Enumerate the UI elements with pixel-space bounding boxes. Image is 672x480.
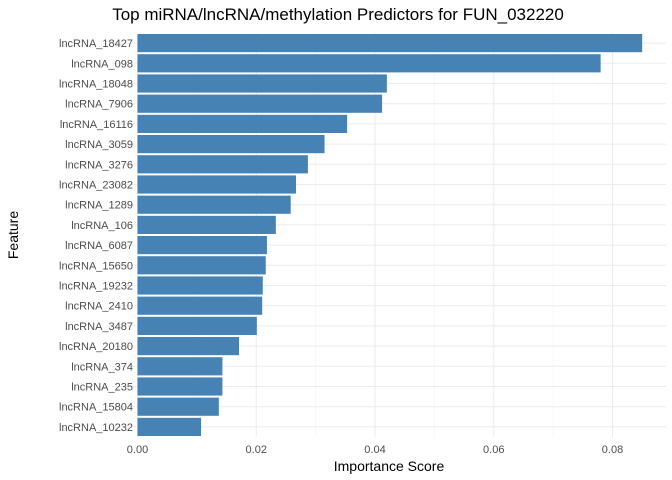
- y-tick-labels: lncRNA_18427 lncRNA_098 lncRNA_18048 lncRNA…: [59, 38, 133, 434]
- bar: [137, 74, 387, 93]
- bar: [137, 337, 240, 356]
- y-tick-label: lncRNA_2410: [65, 301, 133, 313]
- y-tick-label: lncRNA_6087: [65, 240, 133, 252]
- x-tick-label: 0.00: [127, 444, 148, 456]
- y-tick-label: lncRNA_098: [71, 58, 133, 70]
- bar: [137, 195, 291, 214]
- y-tick-label: lncRNA_106: [71, 220, 133, 232]
- y-tick-label: lncRNA_3059: [65, 139, 133, 151]
- x-tick-labels: 0.00 0.02 0.04 0.06 0.08: [127, 444, 623, 456]
- bar: [137, 377, 223, 396]
- bar: [137, 256, 266, 275]
- y-tick-label: lncRNA_15804: [59, 402, 133, 414]
- bar: [137, 296, 263, 315]
- bar: [137, 417, 202, 436]
- bar: [137, 155, 308, 174]
- y-tick-label: lncRNA_235: [71, 382, 133, 394]
- bar: [137, 397, 219, 416]
- y-tick-label: lncRNA_18048: [59, 79, 133, 91]
- y-tick-label: lncRNA_15650: [59, 260, 133, 272]
- y-tick-label: lncRNA_16116: [60, 119, 133, 131]
- y-tick-label: lncRNA_7906: [65, 99, 133, 111]
- bar: [137, 215, 276, 234]
- bar: [137, 34, 643, 53]
- y-tick-label: lncRNA_20180: [59, 341, 133, 353]
- y-tick-label: lncRNA_1289: [65, 200, 133, 212]
- bar: [137, 276, 263, 295]
- bar: [137, 236, 267, 255]
- x-tick-label: 0.04: [364, 444, 385, 456]
- y-tick-label: lncRNA_3487: [65, 321, 133, 333]
- bar: [137, 94, 383, 113]
- bar: [137, 135, 325, 154]
- x-tick-label: 0.08: [602, 444, 623, 456]
- y-axis-title: Feature: [5, 211, 21, 259]
- bars: [137, 34, 643, 436]
- bar: [137, 175, 297, 194]
- y-tick-label: lncRNA_23082: [59, 180, 133, 192]
- y-tick-label: lncRNA_18427: [59, 38, 133, 50]
- y-tick-label: lncRNA_3276: [65, 159, 133, 171]
- x-tick-label: 0.02: [246, 444, 267, 456]
- x-axis-title: Importance Score: [334, 458, 445, 474]
- bar: [137, 316, 257, 335]
- bar: [137, 54, 601, 73]
- y-tick-label: lncRNA_10232: [59, 422, 133, 434]
- bar: [137, 357, 223, 376]
- chart-title: Top miRNA/lncRNA/methylation Predictors …: [112, 5, 564, 24]
- x-tick-label: 0.06: [483, 444, 504, 456]
- bar: [137, 114, 348, 133]
- y-tick-label: lncRNA_374: [71, 361, 133, 373]
- y-tick-label: lncRNA_19232: [59, 281, 133, 293]
- grid: [112, 33, 666, 437]
